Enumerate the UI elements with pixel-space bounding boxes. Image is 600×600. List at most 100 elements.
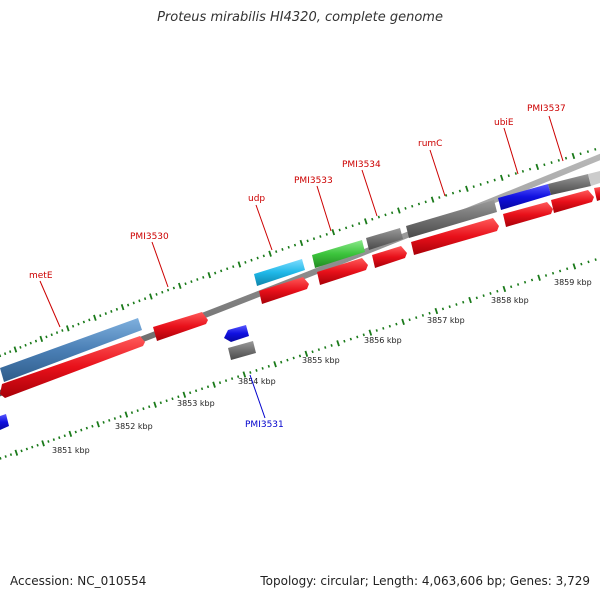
outer-major-tick — [500, 174, 504, 181]
gene-label-metE[interactable]: metE — [29, 271, 53, 281]
PMI3534-cds[interactable] — [372, 246, 407, 268]
udp-leader — [255, 204, 273, 251]
inner-minor-tick — [91, 424, 94, 428]
inner-minor-tick — [224, 379, 228, 383]
inner-major-tick — [304, 350, 309, 357]
PMI3530-cds[interactable] — [153, 312, 208, 341]
outer-minor-tick — [110, 310, 113, 313]
PMI3533-leader — [316, 185, 332, 232]
kbp-label-3854: 3854 kbp — [238, 377, 276, 386]
outer-minor-tick — [528, 167, 532, 171]
outer-major-tick — [268, 250, 272, 257]
PMI3531-feature[interactable] — [228, 341, 256, 360]
inner-minor-tick — [382, 327, 385, 330]
kbp-label-3855: 3855 kbp — [302, 356, 340, 365]
left-reverse-cds[interactable] — [0, 414, 9, 430]
inner-minor-tick — [455, 303, 458, 306]
outer-minor-tick — [143, 297, 147, 301]
gene-label-PMI3537[interactable]: PMI3537 — [527, 104, 566, 114]
outer-tick-ring — [0, 148, 597, 358]
outer-minor-tick — [281, 248, 284, 251]
inner-minor-tick — [31, 445, 34, 449]
reverse-cds-track — [0, 325, 256, 430]
PMI3534-feature[interactable] — [366, 228, 403, 250]
inner-minor-tick — [63, 434, 66, 438]
map-title: Proteus mirabilis HI4320, complete genom… — [157, 10, 443, 25]
inner-minor-tick — [25, 447, 29, 451]
inner-minor-tick — [136, 409, 139, 413]
outer-major-tick — [331, 229, 336, 236]
inner-tick-ring — [0, 258, 597, 460]
ubiE-cds[interactable] — [503, 202, 553, 227]
outer-minor-tick — [319, 235, 322, 238]
outer-minor-tick — [550, 161, 553, 164]
PMI3533-feature[interactable] — [312, 240, 365, 268]
outer-major-tick — [66, 325, 70, 332]
outer-minor-tick — [61, 329, 64, 332]
outer-minor-tick — [24, 343, 27, 347]
udp-cds[interactable] — [259, 277, 309, 304]
inner-minor-tick — [119, 415, 122, 418]
kbp-label-3859: 3859 kbp — [554, 278, 592, 287]
PMI3537-leader — [548, 115, 564, 162]
outer-minor-tick — [29, 341, 32, 345]
rumC-cds[interactable] — [411, 218, 499, 255]
ubiE-feature[interactable] — [498, 184, 551, 210]
inner-minor-tick — [85, 426, 88, 430]
rumC-leader — [429, 149, 446, 197]
inner-minor-tick — [566, 267, 569, 271]
inner-minor-tick — [298, 354, 302, 358]
outer-minor-tick — [411, 204, 414, 208]
outer-minor-tick — [404, 206, 407, 210]
inner-minor-tick — [165, 399, 168, 403]
inner-minor-tick — [80, 428, 83, 432]
PMI3537-cds[interactable] — [551, 190, 594, 213]
PMI3533-cds[interactable] — [317, 258, 368, 285]
inner-major-tick — [124, 411, 129, 418]
inner-major-tick — [401, 318, 405, 326]
outer-minor-tick — [256, 256, 259, 260]
inner-minor-tick — [428, 311, 431, 315]
inner-minor-tick — [324, 346, 327, 349]
outer-minor-tick — [306, 239, 309, 243]
gene-label-PMI3533[interactable]: PMI3533 — [294, 176, 333, 186]
gene-label-PMI3534[interactable]: PMI3534 — [342, 160, 381, 170]
gene-label-PMI3531[interactable]: PMI3531 — [245, 420, 284, 430]
inner-minor-tick — [108, 419, 111, 422]
udp-feature[interactable] — [254, 259, 305, 286]
inner-minor-tick — [489, 292, 492, 295]
PMI3537-feature[interactable] — [548, 174, 591, 195]
outer-minor-tick — [371, 217, 374, 221]
outer-minor-tick — [132, 301, 135, 305]
gene-label-ubiE[interactable]: ubiE — [494, 118, 514, 128]
inner-minor-tick — [148, 405, 151, 409]
metE-feature[interactable] — [0, 318, 142, 382]
inner-major-tick — [68, 430, 73, 437]
outer-minor-tick — [543, 163, 546, 167]
forward-cds-track — [0, 187, 600, 398]
PMI3531-cds[interactable] — [224, 325, 249, 342]
outer-minor-tick — [293, 243, 297, 247]
next-cds[interactable] — [594, 187, 600, 201]
inner-major-tick — [336, 340, 340, 347]
gene-label-udp[interactable]: udp — [248, 194, 265, 204]
inner-minor-tick — [47, 440, 50, 443]
next-feature[interactable] — [588, 171, 600, 186]
inner-minor-tick — [218, 381, 222, 385]
outer-minor-tick — [514, 172, 517, 175]
metE-cds[interactable] — [0, 336, 145, 398]
kbp-label-3851: 3851 kbp — [52, 446, 90, 455]
outer-minor-tick — [507, 174, 510, 178]
inner-minor-tick — [206, 385, 210, 389]
inner-minor-tick — [142, 407, 145, 411]
gene-label-PMI3530[interactable]: PMI3530 — [130, 232, 169, 242]
outer-minor-tick — [275, 250, 278, 253]
inner-minor-tick — [74, 430, 77, 434]
gene-label-rumC[interactable]: rumC — [418, 139, 442, 149]
inner-minor-tick — [9, 453, 13, 456]
genome-summary-text: Topology: circular; Length: 4,063,606 bp… — [260, 574, 590, 588]
rumC-feature[interactable] — [406, 200, 497, 238]
PMI3530-leader — [151, 241, 169, 288]
outer-major-tick — [535, 163, 540, 171]
